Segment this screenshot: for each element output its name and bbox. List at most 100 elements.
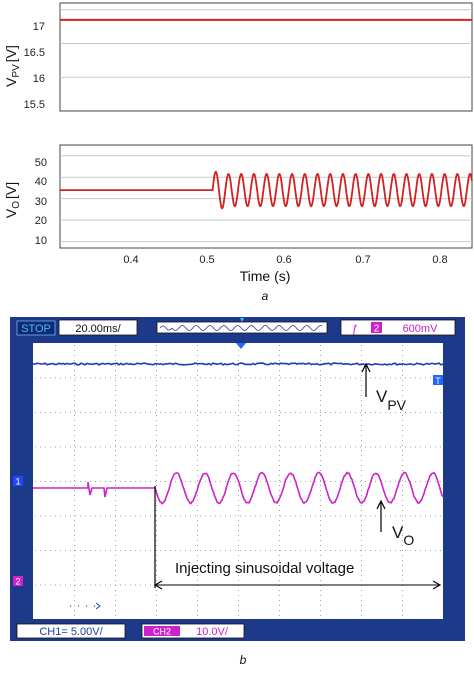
scope-grid-dot bbox=[100, 481, 101, 482]
scope-grid-dot bbox=[330, 550, 331, 551]
scope-grid-dot bbox=[135, 481, 136, 482]
scope-grid-dot bbox=[220, 446, 221, 448]
scope-grid-dot bbox=[402, 575, 403, 576]
scope-grid-dot bbox=[320, 605, 321, 606]
scope-grid-dot bbox=[45, 584, 46, 586]
scope-grid-dot bbox=[279, 460, 280, 461]
scope-grid-dot bbox=[320, 412, 321, 413]
scope-grid-dot bbox=[115, 377, 116, 379]
vo-ylabel-sub: O bbox=[11, 201, 22, 209]
scope-grid-dot bbox=[340, 377, 341, 379]
scope-grid-dot bbox=[74, 450, 75, 451]
vo-plot: 50 40 30 20 10 VO [V] 0.4 0.5 0.6 0.7 0.8… bbox=[3, 144, 473, 284]
scope-grid-dot bbox=[74, 565, 75, 566]
scope-grid-dot bbox=[156, 455, 157, 456]
scope-grid-dot bbox=[115, 500, 116, 501]
timebase-value: 20.00ms/ bbox=[75, 323, 121, 335]
scope-grid-dot bbox=[390, 515, 391, 517]
scope-grid-dot bbox=[345, 412, 346, 413]
scope-grid-dot bbox=[361, 435, 362, 436]
scope-grid-dot bbox=[402, 515, 403, 516]
scope-grid-dot bbox=[197, 470, 198, 471]
scope-grid-dot bbox=[375, 377, 376, 379]
scope-grid-dot bbox=[402, 485, 403, 486]
scope-grid-dot bbox=[156, 415, 157, 416]
scope-grid-dot bbox=[430, 412, 431, 413]
scope-grid-dot bbox=[130, 412, 131, 413]
scope-grid-dot bbox=[245, 550, 246, 551]
scope-grid-dot bbox=[430, 377, 431, 379]
scope-grid-dot bbox=[320, 410, 321, 411]
scope-grid-dot bbox=[45, 446, 46, 448]
scope-grid-dot bbox=[185, 412, 186, 413]
scope-grid-dot bbox=[230, 550, 231, 551]
scope-grid-dot bbox=[74, 465, 75, 466]
scope-grid-dot bbox=[238, 440, 239, 441]
bottom-arrow bbox=[95, 602, 101, 610]
scope-grid-dot bbox=[361, 595, 362, 596]
scope-grid-dot bbox=[195, 481, 196, 482]
scope-grid-dot bbox=[197, 610, 198, 611]
scope-grid-dot bbox=[275, 515, 276, 517]
scope-grid-dot bbox=[80, 412, 81, 413]
scope-grid-dot bbox=[279, 505, 280, 506]
scope-grid-dot bbox=[60, 515, 61, 517]
scope-grid-dot bbox=[156, 355, 157, 356]
scope-grid-dot bbox=[315, 377, 316, 379]
scope-grid-dot bbox=[40, 377, 41, 379]
scope-grid-dot bbox=[125, 515, 126, 517]
scope-grid-dot bbox=[361, 530, 362, 531]
scope-grid-dot bbox=[361, 600, 362, 601]
oscilloscope-screenshot: STOP 20.00ms/ ƒ 2 600mV T 1 2 VPV VO Inj… bbox=[10, 317, 465, 641]
scope-grid-dot bbox=[400, 446, 401, 448]
scope-grid-dot bbox=[240, 412, 241, 413]
trigger-edge-icon: ƒ bbox=[352, 323, 358, 335]
scope-grid-dot bbox=[279, 380, 280, 381]
scope-grid-dot bbox=[420, 550, 421, 551]
scope-grid-dot bbox=[85, 377, 86, 379]
scope-grid-dot bbox=[115, 615, 116, 616]
scope-grid-dot bbox=[75, 584, 76, 586]
scope-grid-dot bbox=[140, 515, 141, 517]
scope-grid-dot bbox=[402, 610, 403, 611]
scope-grid-dot bbox=[156, 470, 157, 471]
scope-grid-dot bbox=[230, 446, 231, 448]
vo-tick-40: 40 bbox=[35, 176, 47, 188]
scope-grid-dot bbox=[361, 460, 362, 461]
scope-grid-dot bbox=[255, 515, 256, 517]
scope-grid-dot bbox=[260, 446, 261, 448]
scope-grid-dot bbox=[80, 481, 81, 482]
scope-grid-dot bbox=[160, 481, 161, 482]
scope-grid-dot bbox=[360, 412, 361, 413]
memory-bar bbox=[156, 321, 328, 334]
scope-grid-dot bbox=[65, 481, 66, 482]
scope-grid-dot bbox=[45, 481, 46, 482]
scope-grid-dot bbox=[156, 395, 157, 396]
scope-grid-dot bbox=[197, 575, 198, 576]
scope-grid-dot bbox=[345, 446, 346, 448]
scope-grid-dot bbox=[265, 446, 266, 448]
scope-grid-dot bbox=[74, 460, 75, 461]
vpv-annotation-sub: PV bbox=[387, 397, 406, 413]
scope-grid-dot bbox=[165, 446, 166, 448]
scope-grid-dot bbox=[279, 430, 280, 431]
scope-grid-dot bbox=[160, 377, 161, 379]
scope-grid-dot bbox=[320, 445, 321, 446]
scope-grid-dot bbox=[85, 584, 86, 586]
scope-grid-dot bbox=[279, 495, 280, 496]
scope-grid-dot bbox=[361, 610, 362, 611]
scope-grid-dot bbox=[238, 365, 239, 366]
scope-grid-dot bbox=[55, 446, 56, 448]
scope-grid-dot bbox=[238, 455, 239, 456]
scope-grid-dot bbox=[285, 377, 286, 379]
vpv-ylabel-sub: PV bbox=[11, 64, 22, 78]
scope-grid-dot bbox=[355, 550, 356, 551]
scope-grid-dot bbox=[165, 515, 166, 517]
scope-grid-dot bbox=[361, 580, 362, 581]
scope-grid-dot bbox=[110, 515, 111, 517]
scope-grid-dot bbox=[260, 550, 261, 551]
scope-grid-dot bbox=[402, 385, 403, 386]
scope-grid-dot bbox=[395, 481, 396, 482]
scope-grid-dot bbox=[361, 570, 362, 571]
scope-grid-dot bbox=[280, 412, 281, 413]
